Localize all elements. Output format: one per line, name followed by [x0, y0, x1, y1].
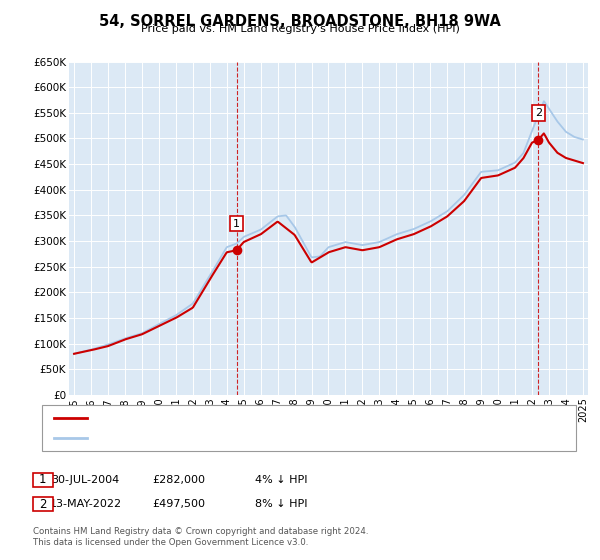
Text: 8% ↓ HPI: 8% ↓ HPI: [254, 499, 307, 509]
Text: 13-MAY-2022: 13-MAY-2022: [50, 499, 122, 509]
Text: This data is licensed under the Open Government Licence v3.0.: This data is licensed under the Open Gov…: [33, 538, 308, 547]
Text: 4% ↓ HPI: 4% ↓ HPI: [254, 475, 307, 485]
Text: HPI: Average price, detached house, Bournemouth Christchurch and Poole: HPI: Average price, detached house, Bour…: [93, 433, 464, 443]
Text: 54, SORREL GARDENS, BROADSTONE, BH18 9WA: 54, SORREL GARDENS, BROADSTONE, BH18 9WA: [99, 14, 501, 29]
Text: £497,500: £497,500: [152, 499, 205, 509]
Text: 30-JUL-2004: 30-JUL-2004: [52, 475, 120, 485]
Text: 1: 1: [233, 218, 240, 228]
Text: 2: 2: [535, 108, 542, 118]
Text: 1: 1: [39, 473, 47, 487]
Text: 54, SORREL GARDENS, BROADSTONE, BH18 9WA (detached house): 54, SORREL GARDENS, BROADSTONE, BH18 9WA…: [93, 413, 430, 423]
Text: Price paid vs. HM Land Registry's House Price Index (HPI): Price paid vs. HM Land Registry's House …: [140, 24, 460, 34]
Text: Contains HM Land Registry data © Crown copyright and database right 2024.: Contains HM Land Registry data © Crown c…: [33, 528, 368, 536]
Text: 2: 2: [39, 497, 47, 511]
Text: £282,000: £282,000: [152, 475, 205, 485]
